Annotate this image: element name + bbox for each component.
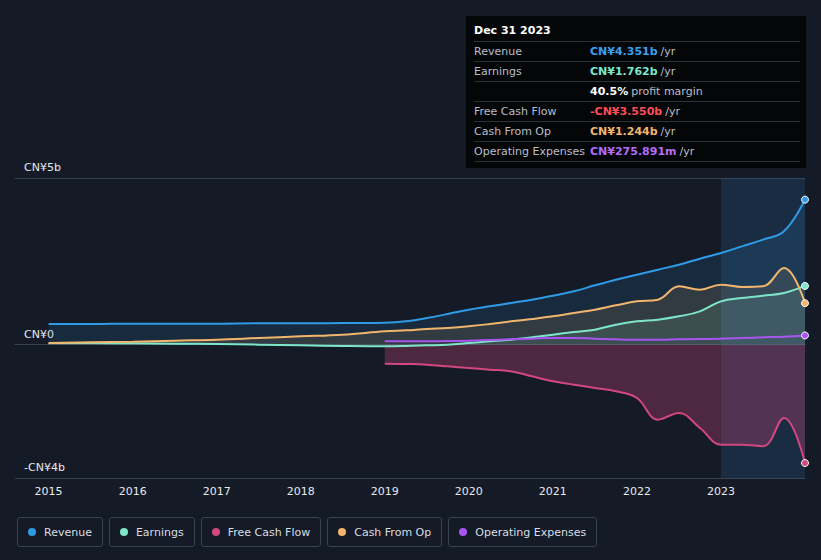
html-text:Revenue: Revenue bbox=[44, 525, 92, 539]
html-text:Operating Expenses: Operating Expenses bbox=[475, 525, 587, 539]
svg-text:2019: 2019 bbox=[371, 485, 399, 498]
svg-text:2021: 2021 bbox=[539, 485, 567, 498]
svg-text:2017: 2017 bbox=[203, 485, 231, 498]
svg-text:2023: 2023 bbox=[707, 485, 735, 498]
html-text:CN¥1.244b /yr: CN¥1.244b /yr bbox=[590, 125, 676, 138]
svg-text:CN¥5b: CN¥5b bbox=[24, 161, 61, 174]
html-text:Operating Expenses: Operating Expenses bbox=[474, 145, 585, 158]
html-text:Cash From Op: Cash From Op bbox=[474, 125, 551, 138]
svg-text:CN¥0: CN¥0 bbox=[24, 327, 54, 341]
html-text:CN¥1.762b /yr: CN¥1.762b /yr bbox=[590, 65, 676, 78]
html-text:CN¥4.351b /yr: CN¥4.351b /yr bbox=[590, 45, 676, 58]
svg-text:2018: 2018 bbox=[287, 485, 315, 498]
html-text:Revenue: Revenue bbox=[474, 45, 522, 58]
svg-text:2020: 2020 bbox=[455, 485, 483, 498]
svg-text:2016: 2016 bbox=[119, 485, 147, 498]
html-text:-CN¥3.550b /yr: -CN¥3.550b /yr bbox=[590, 105, 680, 118]
svg-text:2015: 2015 bbox=[35, 485, 63, 498]
html-text:40.5% profit margin: 40.5% profit margin bbox=[590, 85, 703, 98]
html-text:Free Cash Flow: Free Cash Flow bbox=[474, 105, 557, 118]
html-text:Earnings: Earnings bbox=[474, 65, 522, 78]
html-text:Earnings: Earnings bbox=[135, 525, 184, 539]
html-text:Free Cash Flow: Free Cash Flow bbox=[227, 525, 311, 539]
html-text:Dec 31 2023: Dec 31 2023 bbox=[474, 24, 551, 37]
html-text:CN¥275.891m /yr: CN¥275.891m /yr bbox=[590, 145, 695, 158]
svg-text:-CN¥4b: -CN¥4b bbox=[24, 461, 65, 474]
html-text:Cash From Op: Cash From Op bbox=[354, 525, 432, 539]
svg-text:2022: 2022 bbox=[623, 485, 651, 498]
